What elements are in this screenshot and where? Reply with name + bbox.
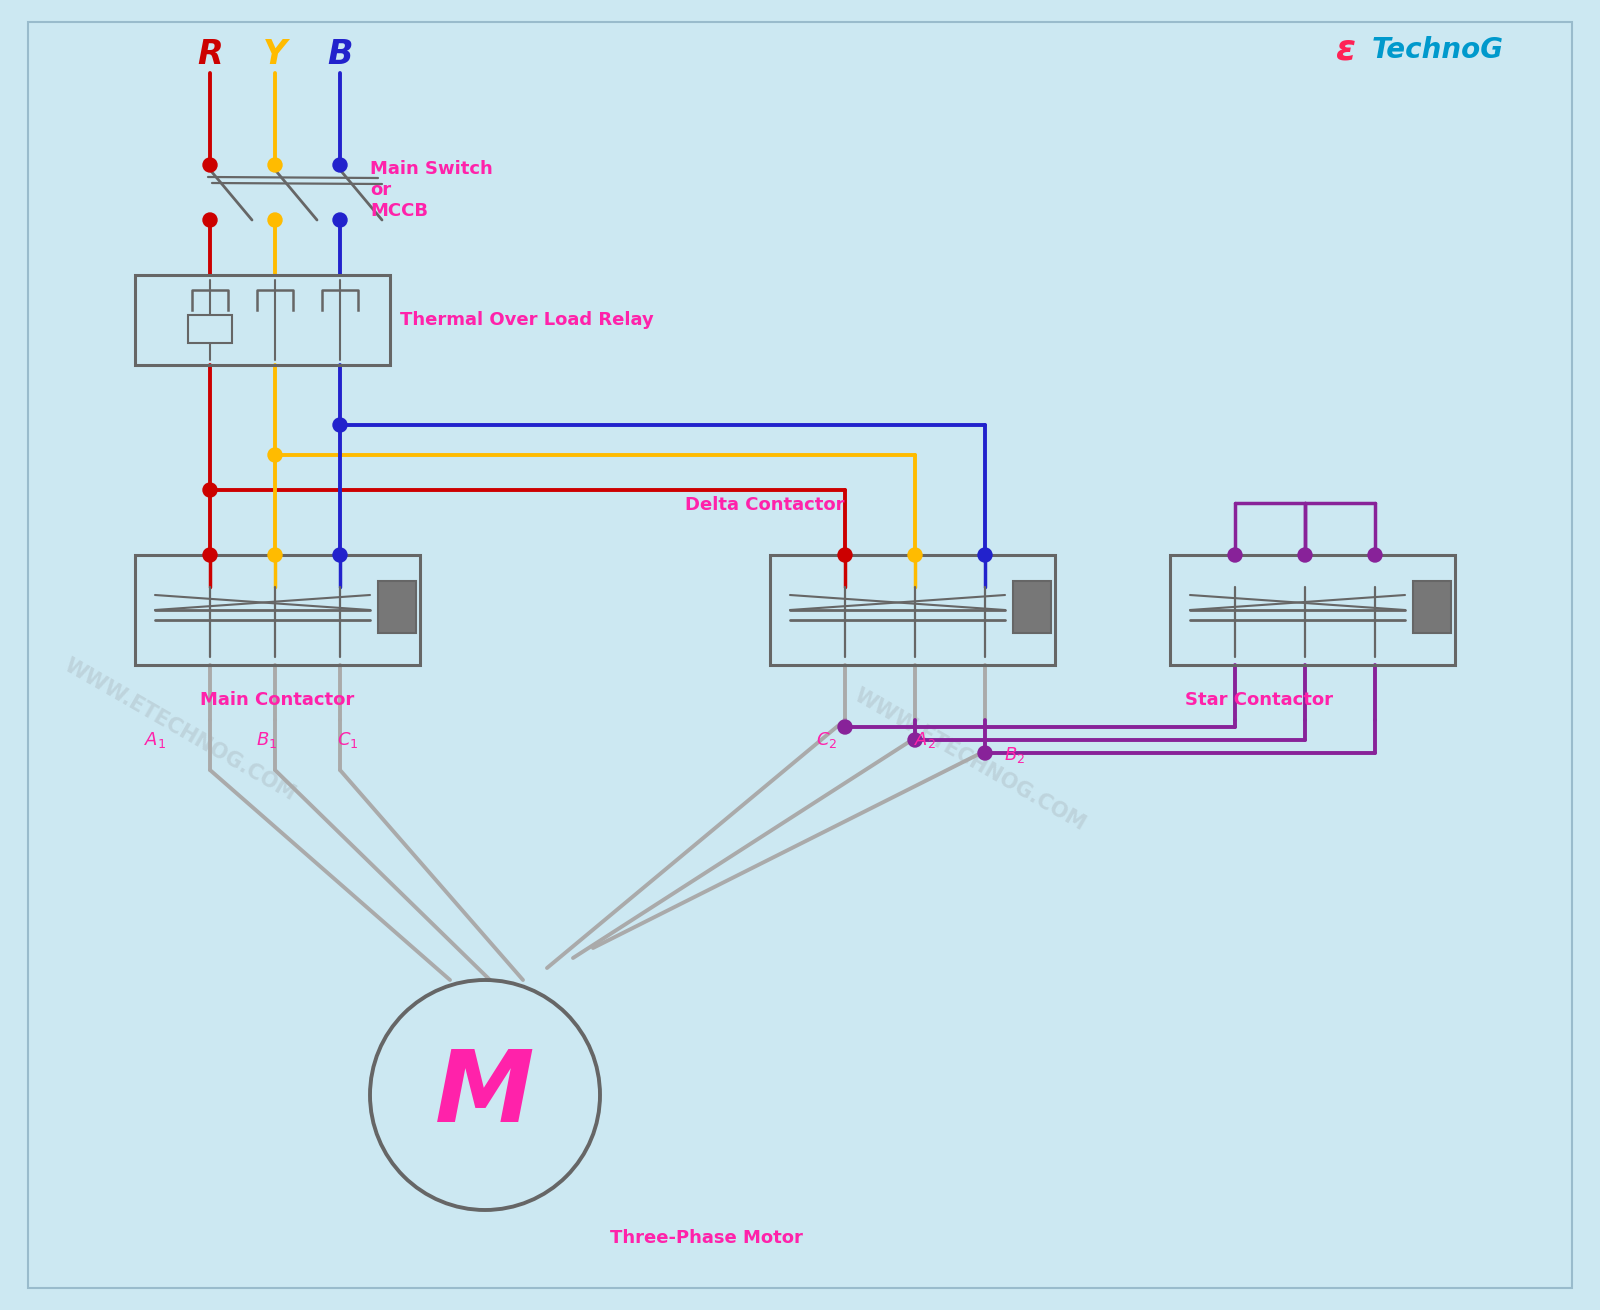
Circle shape — [203, 483, 218, 496]
Bar — [134, 275, 390, 365]
Bar — [1013, 582, 1051, 633]
Circle shape — [1298, 548, 1312, 562]
Circle shape — [838, 721, 851, 734]
Circle shape — [269, 448, 282, 462]
Circle shape — [333, 548, 347, 562]
Text: R: R — [197, 38, 222, 72]
Text: B: B — [328, 38, 352, 72]
Circle shape — [269, 214, 282, 227]
Circle shape — [333, 159, 347, 172]
Circle shape — [909, 734, 922, 747]
Text: WWW.ETECHNOG.COM: WWW.ETECHNOG.COM — [850, 685, 1088, 834]
Text: Thermal Over Load Relay: Thermal Over Load Relay — [400, 310, 654, 329]
Circle shape — [269, 159, 282, 172]
Text: Main Switch
or
MCCB: Main Switch or MCCB — [370, 160, 493, 220]
Text: $A_2$: $A_2$ — [914, 730, 936, 751]
Circle shape — [203, 214, 218, 227]
Circle shape — [838, 548, 851, 562]
Bar — [1170, 555, 1454, 665]
Text: $C_2$: $C_2$ — [816, 730, 838, 751]
Circle shape — [333, 418, 347, 432]
Circle shape — [978, 745, 992, 760]
Bar — [189, 314, 232, 343]
Text: Three-Phase Motor: Three-Phase Motor — [610, 1229, 803, 1247]
Circle shape — [978, 548, 992, 562]
Text: $B_2$: $B_2$ — [1005, 745, 1026, 765]
Circle shape — [203, 159, 218, 172]
Text: ε: ε — [1334, 33, 1355, 67]
Bar — [378, 582, 416, 633]
Text: $A_1$: $A_1$ — [144, 730, 166, 751]
Text: Star Contactor: Star Contactor — [1186, 690, 1333, 709]
Bar — [770, 555, 1054, 665]
Text: WWW.ETECHNOG.COM: WWW.ETECHNOG.COM — [61, 655, 299, 804]
Bar — [134, 555, 419, 665]
Text: Y: Y — [262, 38, 286, 72]
Circle shape — [203, 548, 218, 562]
Circle shape — [1229, 548, 1242, 562]
Circle shape — [333, 214, 347, 227]
Text: Main Contactor: Main Contactor — [200, 690, 354, 709]
Circle shape — [1368, 548, 1382, 562]
Text: Delta Contactor: Delta Contactor — [685, 496, 845, 514]
Text: M: M — [435, 1047, 534, 1144]
Text: $C_1$: $C_1$ — [338, 730, 358, 751]
Circle shape — [909, 548, 922, 562]
Bar — [1413, 582, 1451, 633]
Circle shape — [269, 548, 282, 562]
Text: $B_1$: $B_1$ — [256, 730, 278, 751]
Text: TechnoG: TechnoG — [1373, 35, 1504, 64]
